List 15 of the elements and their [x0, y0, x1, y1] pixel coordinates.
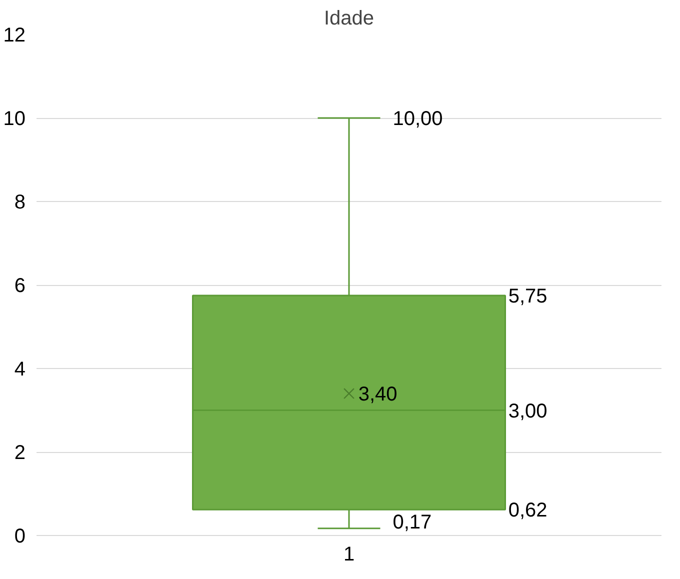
- y-tick-label: 12: [3, 24, 26, 46]
- chart-title: Idade: [324, 8, 374, 30]
- annotation: 3,00: [508, 400, 548, 422]
- y-tick-label: 10: [3, 108, 26, 130]
- annotation: 0,62: [508, 500, 548, 522]
- y-tick-label: 6: [14, 275, 26, 297]
- y-tick-label: 4: [14, 358, 26, 380]
- annotation: 5,75: [508, 285, 548, 308]
- y-tick-label: 8: [14, 192, 26, 214]
- x-tick-label: 1: [343, 544, 355, 566]
- y-tick-label: 2: [14, 442, 26, 464]
- annotation: 0,17: [392, 511, 432, 534]
- annotation: 10,00: [392, 108, 443, 130]
- y-tick-label: 0: [14, 526, 26, 548]
- annotation: 3,40: [358, 384, 398, 406]
